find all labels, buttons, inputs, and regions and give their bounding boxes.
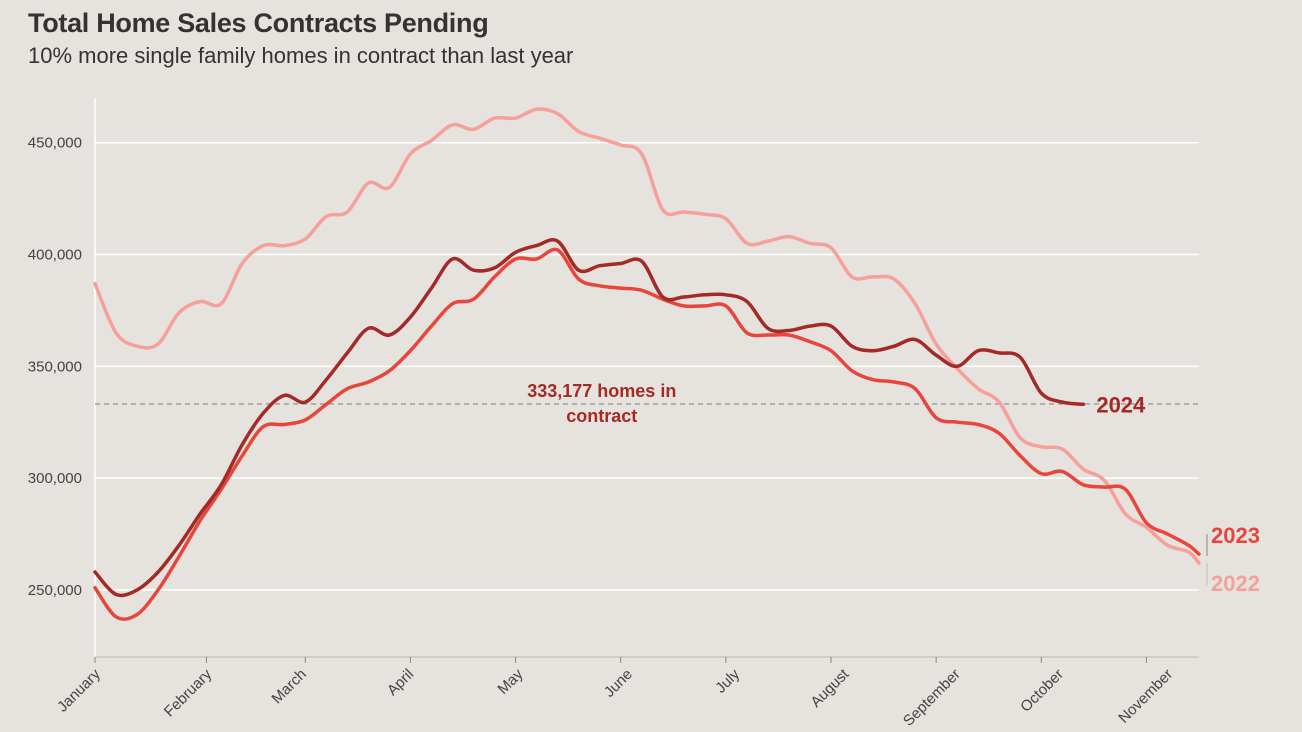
x-tick-label: March (268, 666, 309, 707)
x-tick-label: January (54, 665, 104, 715)
series-label-2024: 2024 (1096, 392, 1146, 417)
series-line-2023 (93, 247, 1201, 621)
label-layer: 2024 2023 2022 (1096, 392, 1260, 596)
x-tick-label: October (1017, 666, 1067, 716)
x-tick-label: April (384, 666, 417, 699)
reference-label: 333,177 homes in (527, 381, 676, 401)
y-tick-label: 400,000 (28, 247, 82, 264)
reference-layer: 333,177 homes in contract (95, 381, 1199, 426)
series-label-2023: 2023 (1211, 523, 1260, 548)
y-tick-label: 250,000 (28, 582, 82, 599)
series-label-2022: 2022 (1211, 571, 1260, 596)
y-tick-label: 350,000 (28, 358, 82, 375)
series-line-2022 (93, 107, 1201, 565)
x-tick-label: July (712, 665, 743, 696)
x-tick-label: June (601, 666, 636, 701)
x-tick-label: September (900, 666, 964, 730)
chart-subtitle: 10% more single family homes in contract… (28, 43, 574, 68)
reference-label: contract (566, 406, 637, 426)
x-tick-label: August (807, 665, 853, 711)
chart-title: Total Home Sales Contracts Pending (28, 8, 489, 38)
y-tick-label: 450,000 (28, 135, 82, 152)
y-tick-label: 300,000 (28, 470, 82, 487)
x-tick-label: November (1115, 666, 1176, 727)
grid-layer (95, 141, 1199, 591)
x-tick-label: May (494, 665, 526, 697)
series-line-2024 (93, 238, 1086, 598)
series-layer (93, 107, 1201, 621)
x-tick-label: February (161, 665, 216, 720)
